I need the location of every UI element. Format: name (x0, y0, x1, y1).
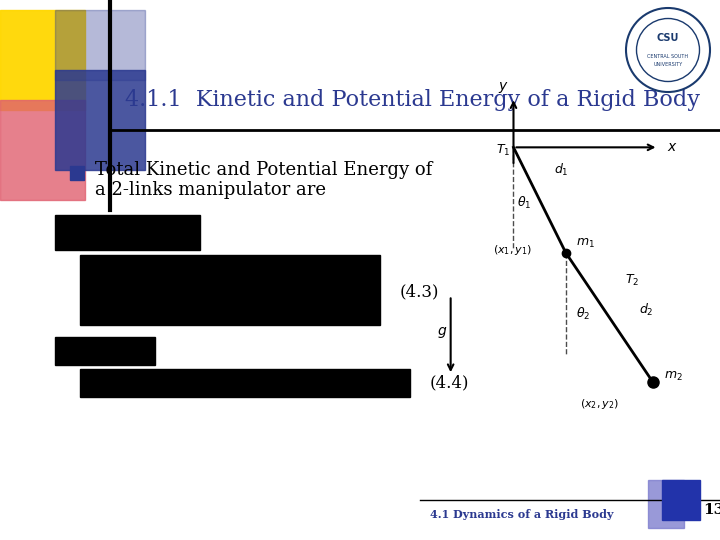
Text: $(x_2, y_2)$: $(x_2, y_2)$ (580, 396, 619, 410)
Bar (80, 369, 410, 397)
Bar (0, 100, 85, 200)
Bar (55, 10, 145, 80)
Bar (55, 337, 155, 365)
Text: $x$: $x$ (667, 140, 678, 154)
Text: $m_2$: $m_2$ (664, 370, 683, 383)
Bar (55, 70, 145, 170)
Text: CENTRAL SOUTH: CENTRAL SOUTH (647, 53, 688, 58)
Bar (0, 10, 85, 110)
Text: a 2-links manipulator are: a 2-links manipulator are (95, 181, 326, 199)
Text: UNIVERSITY: UNIVERSITY (653, 62, 683, 66)
Text: $T_1$: $T_1$ (496, 143, 510, 158)
Text: $d_1$: $d_1$ (554, 162, 568, 178)
Text: $T_2$: $T_2$ (625, 273, 639, 288)
Text: $\theta_1$: $\theta_1$ (517, 194, 531, 211)
Text: 4.1 Dynamics of a Rigid Body: 4.1 Dynamics of a Rigid Body (430, 510, 613, 521)
Bar (80, 255, 380, 325)
Text: 4.1.1  Kinetic and Potential Energy of a Rigid Body: 4.1.1 Kinetic and Potential Energy of a … (125, 89, 700, 111)
Bar (648, 480, 684, 528)
Text: Total Kinetic and Potential Energy of: Total Kinetic and Potential Energy of (95, 161, 432, 179)
Text: (4.4): (4.4) (430, 375, 469, 392)
Text: $\theta_2$: $\theta_2$ (576, 306, 590, 322)
Text: $g$: $g$ (437, 325, 447, 340)
Text: $d_2$: $d_2$ (639, 302, 654, 318)
Text: $y$: $y$ (498, 80, 508, 95)
Bar (70, 166, 84, 180)
Text: 13: 13 (703, 503, 720, 517)
Text: (4.3): (4.3) (400, 284, 439, 300)
Text: CSU: CSU (657, 33, 679, 43)
Text: $(x_1, y_1)$: $(x_1, y_1)$ (492, 243, 531, 257)
Bar (662, 480, 700, 520)
Text: $m_1$: $m_1$ (576, 237, 595, 249)
Bar (55, 215, 200, 250)
